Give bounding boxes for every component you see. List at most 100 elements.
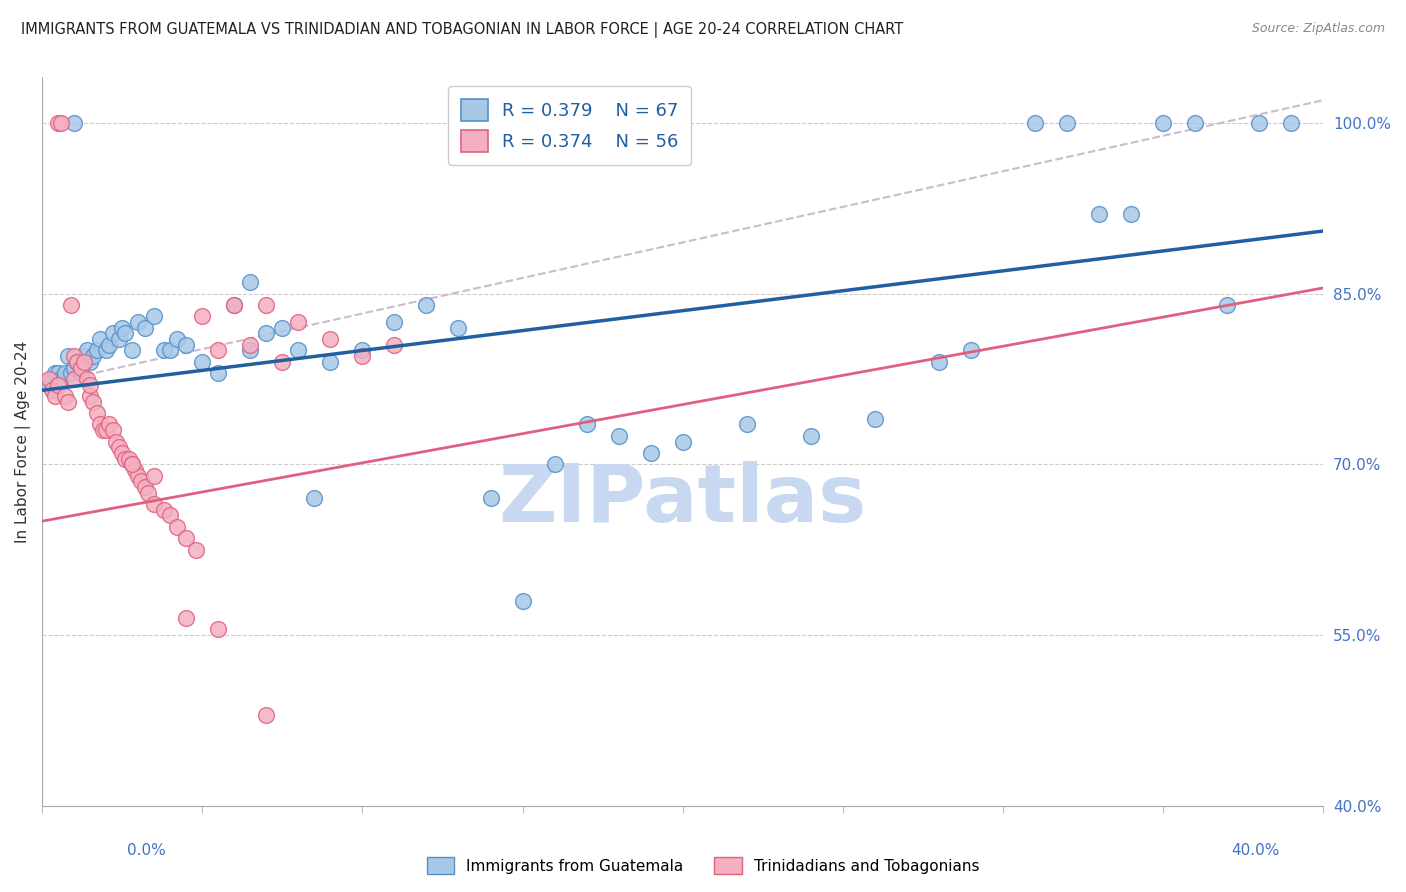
- Point: [352, 349, 374, 363]
- Point: [46, 377, 69, 392]
- Point: [239, 275, 262, 289]
- Point: [254, 326, 277, 341]
- Point: [108, 332, 131, 346]
- Point: [479, 491, 502, 506]
- Point: [51, 116, 73, 130]
- Point: [184, 542, 207, 557]
- Point: [63, 349, 86, 363]
- Point: [66, 355, 89, 369]
- Text: IMMIGRANTS FROM GUATEMALA VS TRINIDADIAN AND TOBAGONIAN IN LABOR FORCE | AGE 20-: IMMIGRANTS FROM GUATEMALA VS TRINIDADIAN…: [21, 22, 903, 38]
- Point: [224, 298, 246, 312]
- Point: [174, 338, 197, 352]
- Point: [735, 417, 758, 432]
- Text: ZIPatlas: ZIPatlas: [499, 461, 868, 539]
- Point: [131, 475, 153, 489]
- Point: [63, 116, 86, 130]
- Point: [53, 366, 76, 380]
- Point: [960, 343, 983, 358]
- Point: [134, 480, 156, 494]
- Point: [101, 326, 124, 341]
- Point: [143, 310, 166, 324]
- Point: [38, 377, 60, 392]
- Point: [143, 497, 166, 511]
- Point: [63, 372, 86, 386]
- Point: [271, 320, 294, 334]
- Point: [863, 411, 886, 425]
- Point: [384, 315, 406, 329]
- Point: [44, 389, 66, 403]
- Point: [166, 332, 188, 346]
- Point: [76, 343, 98, 358]
- Point: [46, 366, 69, 380]
- Point: [73, 349, 96, 363]
- Point: [114, 451, 136, 466]
- Point: [38, 372, 60, 386]
- Text: 40.0%: 40.0%: [1232, 843, 1279, 858]
- Point: [98, 338, 121, 352]
- Point: [86, 406, 108, 420]
- Point: [254, 707, 277, 722]
- Point: [114, 326, 136, 341]
- Point: [96, 423, 118, 437]
- Point: [607, 429, 630, 443]
- Point: [207, 622, 229, 636]
- Point: [143, 468, 166, 483]
- Point: [1216, 298, 1239, 312]
- Point: [1184, 116, 1206, 130]
- Point: [69, 360, 91, 375]
- Point: [56, 349, 79, 363]
- Point: [166, 520, 188, 534]
- Point: [543, 457, 565, 471]
- Point: [640, 446, 662, 460]
- Point: [121, 457, 143, 471]
- Point: [111, 446, 134, 460]
- Point: [254, 298, 277, 312]
- Legend: Immigrants from Guatemala, Trinidadians and Tobagonians: Immigrants from Guatemala, Trinidadians …: [420, 851, 986, 880]
- Point: [98, 417, 121, 432]
- Point: [207, 366, 229, 380]
- Point: [91, 423, 114, 437]
- Point: [104, 434, 127, 449]
- Point: [117, 451, 139, 466]
- Point: [63, 360, 86, 375]
- Point: [76, 372, 98, 386]
- Point: [44, 366, 66, 380]
- Point: [73, 355, 96, 369]
- Point: [1249, 116, 1271, 130]
- Point: [239, 343, 262, 358]
- Point: [159, 343, 181, 358]
- Point: [928, 355, 950, 369]
- Point: [124, 463, 146, 477]
- Point: [800, 429, 823, 443]
- Point: [287, 343, 309, 358]
- Point: [672, 434, 695, 449]
- Legend: R = 0.379    N = 67, R = 0.374    N = 56: R = 0.379 N = 67, R = 0.374 N = 56: [449, 87, 692, 165]
- Point: [121, 343, 143, 358]
- Point: [153, 343, 176, 358]
- Point: [1088, 207, 1111, 221]
- Point: [79, 377, 101, 392]
- Point: [1119, 207, 1142, 221]
- Point: [89, 332, 111, 346]
- Text: 0.0%: 0.0%: [127, 843, 166, 858]
- Point: [59, 298, 82, 312]
- Point: [86, 343, 108, 358]
- Point: [121, 457, 143, 471]
- Point: [384, 338, 406, 352]
- Point: [153, 502, 176, 516]
- Point: [1279, 116, 1302, 130]
- Point: [174, 611, 197, 625]
- Point: [224, 298, 246, 312]
- Point: [447, 320, 470, 334]
- Point: [239, 338, 262, 352]
- Point: [271, 355, 294, 369]
- Point: [319, 332, 342, 346]
- Y-axis label: In Labor Force | Age 20-24: In Labor Force | Age 20-24: [15, 341, 31, 542]
- Point: [56, 394, 79, 409]
- Point: [287, 315, 309, 329]
- Point: [575, 417, 598, 432]
- Point: [82, 349, 104, 363]
- Point: [41, 384, 63, 398]
- Point: [89, 417, 111, 432]
- Point: [82, 394, 104, 409]
